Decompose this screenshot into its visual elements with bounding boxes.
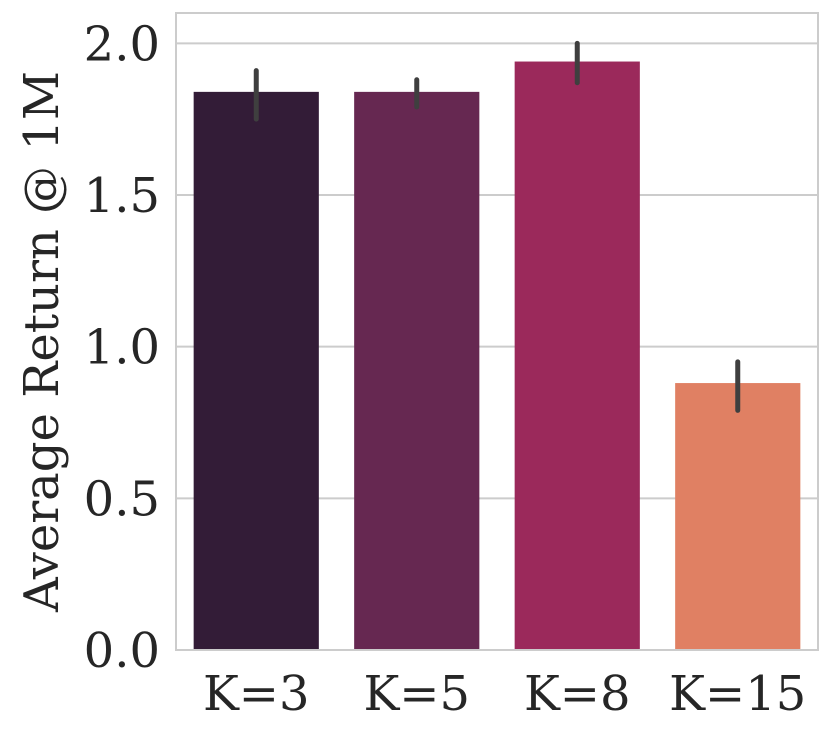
y-tick-label: 2.0 <box>84 16 160 72</box>
y-tick-label: 1.0 <box>84 320 160 376</box>
x-tick-label: K=15 <box>669 666 806 722</box>
x-tick-label: K=5 <box>363 666 470 722</box>
x-tick-label: K=3 <box>203 666 310 722</box>
y-axis-label: Average Return @ 1M <box>14 71 70 613</box>
y-tick-label: 0.0 <box>84 623 160 679</box>
bar-k-15 <box>675 383 801 650</box>
error-bars <box>253 40 741 413</box>
bars <box>193 61 801 651</box>
bar-k-3 <box>193 91 319 650</box>
y-tick-label: 1.5 <box>84 168 160 224</box>
plot-frame <box>175 12 819 651</box>
x-tick-labels: K=3 K=5 K=8 K=15 <box>203 666 806 722</box>
y-tick-label: 0.5 <box>84 471 160 527</box>
y-tick-labels: 0.0 0.5 1.0 1.5 2.0 <box>84 16 160 679</box>
bar-k-8 <box>514 61 640 651</box>
x-tick-label: K=8 <box>524 666 631 722</box>
bar-k-5 <box>354 91 480 650</box>
